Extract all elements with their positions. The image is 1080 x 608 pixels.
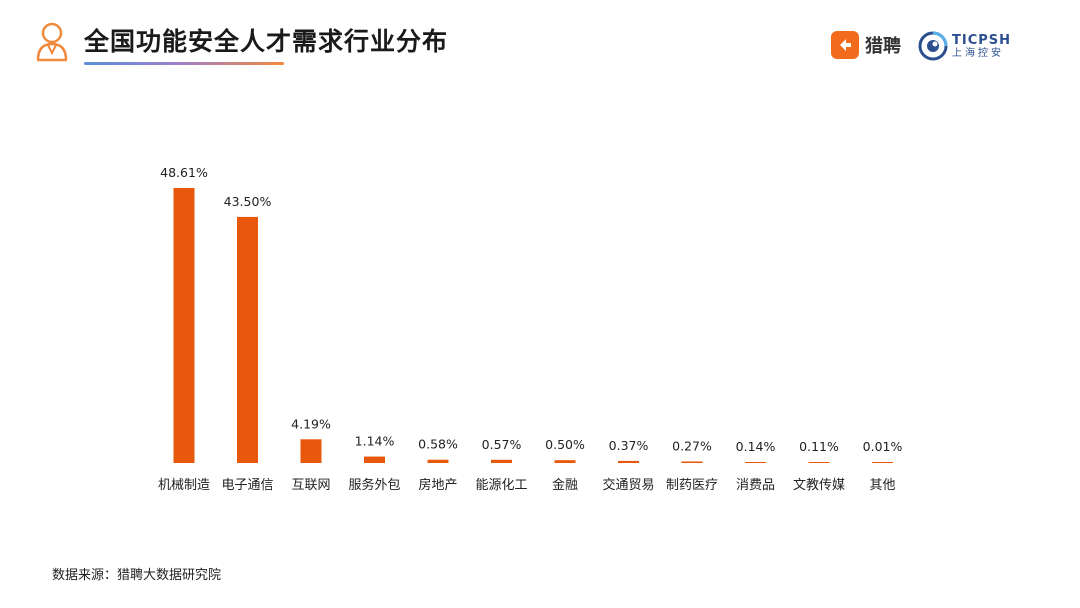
bar-4 bbox=[427, 459, 449, 463]
bar-5 bbox=[491, 459, 512, 463]
category-label-0: 机械制造 bbox=[158, 478, 210, 493]
category-label-2: 互联网 bbox=[291, 478, 330, 493]
data-label-7: 0.37% bbox=[609, 438, 649, 453]
bar-6 bbox=[554, 460, 576, 463]
bar-7 bbox=[618, 460, 639, 463]
data-label-11: 0.01% bbox=[863, 439, 903, 454]
data-label-2: 4.19% bbox=[291, 416, 331, 431]
data-label-0: 48.61% bbox=[160, 165, 208, 180]
bar-3 bbox=[364, 456, 385, 463]
category-label-9: 消费品 bbox=[736, 478, 775, 493]
ticpsh-logo: TICPSH 上海控安 bbox=[918, 30, 1011, 62]
ticpsh-logo-icon bbox=[918, 31, 948, 61]
data-label-1: 43.50% bbox=[224, 194, 272, 209]
category-label-7: 交通贸易 bbox=[602, 477, 654, 493]
bar-1 bbox=[237, 216, 258, 463]
data-source: 数据来源：猎聘大数据研究院 bbox=[52, 568, 222, 583]
data-label-5: 0.57% bbox=[482, 437, 522, 452]
data-label-9: 0.14% bbox=[736, 439, 776, 454]
category-label-8: 制药医疗 bbox=[666, 478, 718, 493]
data-label-8: 0.27% bbox=[672, 438, 712, 453]
bar-2 bbox=[300, 439, 322, 463]
category-label-11: 其他 bbox=[869, 478, 895, 493]
bar-10 bbox=[808, 462, 830, 463]
category-label-1: 电子通信 bbox=[221, 478, 273, 493]
liepin-logo-text: 猎聘 bbox=[865, 36, 901, 57]
bar-8 bbox=[681, 461, 703, 463]
ticpsh-logo-cn: 上海控安 bbox=[952, 47, 1004, 59]
category-label-3: 服务外包 bbox=[348, 477, 400, 493]
bar-11 bbox=[872, 462, 893, 463]
data-label-4: 0.58% bbox=[418, 437, 458, 452]
ticpsh-logo-en: TICPSH bbox=[952, 32, 1012, 48]
category-label-6: 金融 bbox=[552, 477, 578, 493]
bar-9 bbox=[745, 462, 766, 463]
liepin-logo: 猎聘 bbox=[831, 30, 901, 60]
person-icon bbox=[34, 20, 70, 62]
data-label-6: 0.50% bbox=[545, 437, 585, 452]
data-label-3: 1.14% bbox=[355, 434, 395, 449]
liepin-logo-icon bbox=[831, 31, 859, 59]
data-label-10: 0.11% bbox=[799, 439, 839, 454]
category-label-10: 文教传媒 bbox=[793, 477, 845, 493]
bar-0 bbox=[173, 188, 195, 463]
category-label-4: 房地产 bbox=[418, 477, 457, 493]
title-underline bbox=[84, 62, 284, 65]
category-label-5: 能源化工 bbox=[475, 478, 527, 493]
page-title: 全国功能安全人才需求行业分布 bbox=[84, 27, 449, 56]
